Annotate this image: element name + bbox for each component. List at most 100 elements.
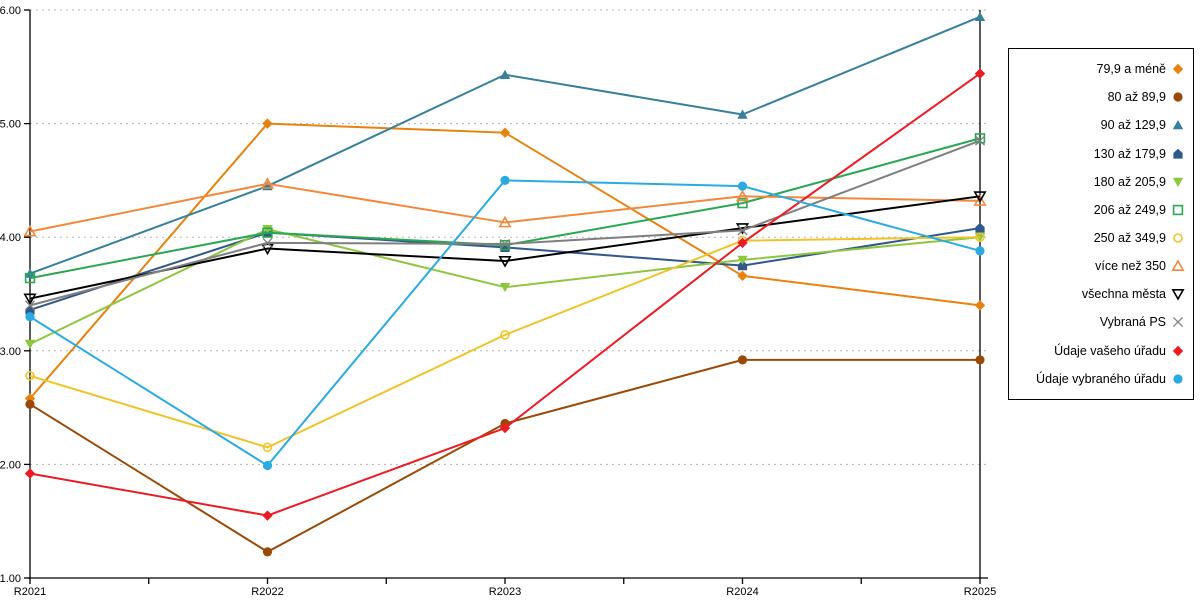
legend-item: 130 až 179,9: [1013, 142, 1185, 166]
series-marker-diamond: [737, 270, 748, 282]
series-10: [24, 68, 986, 521]
legend-item: 250 až 349,9: [1013, 226, 1185, 250]
series-marker-triangle-down: [737, 255, 748, 265]
series-marker-diamond: [24, 468, 36, 479]
series-marker-triangle-down: [24, 339, 36, 349]
legend-item: všechna města: [1013, 282, 1185, 306]
series-marker-square: [974, 133, 986, 144]
series-marker-circle: [262, 547, 273, 557]
y-tick-label: 6.00: [0, 5, 21, 17]
y-tick-label: 3.00: [0, 346, 21, 358]
series-line: [29, 137, 981, 280]
legend-marker-pentagon-icon: [1173, 148, 1183, 159]
series-marker-circle: [25, 399, 35, 409]
series-5: [24, 133, 986, 284]
legend-marker-diamond-icon: [1172, 63, 1184, 75]
series-marker-x: [737, 225, 748, 236]
series-marker-triangle-down: [499, 282, 511, 293]
legend-item: Údaje vašeho úřadu: [1013, 339, 1185, 363]
series-marker-circle: [500, 175, 510, 185]
legend-label: 206 až 249,9: [1093, 202, 1166, 217]
x-tick-label: R2022: [251, 586, 283, 598]
series-marker-triangle-down: [262, 225, 273, 235]
series-marker-triangle-down: [1171, 289, 1185, 301]
legend-label: 90 až 129,9: [1100, 118, 1166, 133]
series-marker-triangle: [737, 109, 748, 119]
series-marker-pentagon: [737, 260, 748, 271]
legend-label: více než 350: [1095, 259, 1166, 274]
y-tick-label: 1.00: [0, 573, 21, 585]
y-tick-label: 2.00: [0, 459, 21, 471]
legend-label: 250 až 349,9: [1093, 231, 1166, 246]
series-7: [23, 177, 987, 237]
legend-marker-triangle-icon: [1171, 259, 1185, 272]
series-marker-circle: [1173, 374, 1183, 384]
x-tick-label: R2021: [14, 586, 46, 598]
series-9: [24, 135, 986, 311]
series-marker-triangle-down: [1172, 177, 1184, 187]
legend-label: všechna města: [1081, 287, 1166, 302]
series-marker-circle: [1173, 233, 1183, 243]
y-tick-label: 4.00: [0, 232, 21, 244]
series-marker-diamond: [974, 68, 986, 79]
series-marker-pentagon: [1173, 148, 1183, 159]
series-marker-triangle: [23, 224, 37, 237]
series-marker-circle: [500, 330, 510, 340]
legend-label: Vybraná PS: [1099, 315, 1166, 330]
series-marker-square: [1172, 204, 1184, 216]
series-marker-circle: [262, 460, 273, 471]
series-marker-x: [262, 237, 273, 248]
series-line: [29, 358, 980, 553]
series-marker-triangle-down: [23, 293, 37, 306]
series-marker-triangle: [974, 11, 986, 22]
series-marker-square: [499, 239, 511, 251]
series-marker-circle: [975, 355, 985, 365]
series-marker-triangle-down: [498, 256, 512, 268]
series-marker-square: [24, 272, 36, 284]
series-marker-circle: [737, 181, 748, 191]
legend: 79,9 a méně 80 až 89,9 90 až 129,9 130 až 1…: [1008, 48, 1194, 400]
x-tick-label: R2024: [726, 586, 758, 598]
series-marker-x: [1172, 317, 1184, 328]
legend-marker-circle-icon: [1173, 374, 1183, 384]
series-marker-circle: [975, 232, 985, 242]
legend-item: Vybraná PS: [1013, 310, 1185, 334]
series-marker-diamond: [1172, 63, 1184, 75]
legend-label: Údaje vybraného úřadu: [1036, 371, 1166, 386]
series-marker-triangle: [735, 189, 750, 202]
legend-label: Údaje vašeho úřadu: [1054, 343, 1166, 358]
series-marker-triangle: [973, 194, 987, 206]
legend-marker-circle-icon: [1173, 233, 1183, 243]
series-marker-diamond: [262, 118, 273, 129]
series-marker-x: [499, 238, 511, 250]
series-marker-circle: [737, 355, 748, 365]
series-marker-circle: [1173, 92, 1183, 102]
series-marker-circle: [25, 312, 35, 322]
legend-marker-diamond-icon: [1172, 345, 1184, 356]
series-marker-diamond: [1172, 345, 1184, 356]
series-line: [29, 72, 981, 517]
legend-item: více než 350: [1013, 254, 1185, 278]
legend-item: 90 až 129,9: [1013, 113, 1185, 137]
legend-marker-square-icon: [1172, 204, 1184, 216]
series-marker-diamond: [737, 237, 748, 249]
legend-label: 80 až 89,9: [1107, 90, 1166, 105]
legend-item: 80 až 89,9: [1013, 85, 1185, 109]
legend-item: 206 až 249,9: [1013, 198, 1185, 222]
series-marker-x: [24, 300, 36, 311]
legend-marker-triangle-down-icon: [1171, 289, 1185, 301]
series-marker-diamond: [974, 300, 986, 311]
x-tick-label: R2023: [489, 586, 521, 598]
legend-item: 79,9 a méně: [1013, 57, 1185, 81]
series-4: [24, 225, 986, 349]
series-marker-square: [262, 227, 273, 238]
series-2: [24, 11, 986, 278]
series-marker-square: [737, 197, 748, 209]
legend-label: 130 až 179,9: [1093, 146, 1166, 161]
legend-item: Údaje vybraného úřadu: [1013, 367, 1185, 391]
series-1: [25, 355, 985, 557]
series-marker-triangle: [499, 69, 511, 79]
legend-label: 79,9 a méně: [1096, 62, 1167, 77]
series-marker-triangle: [1172, 120, 1184, 130]
series-marker-triangle-down: [973, 191, 987, 203]
